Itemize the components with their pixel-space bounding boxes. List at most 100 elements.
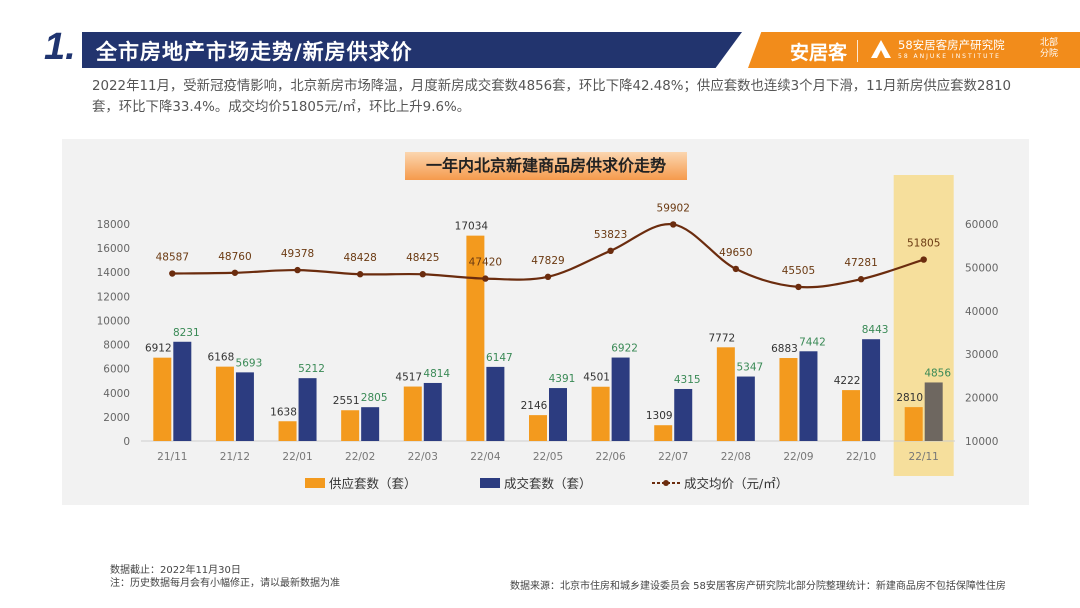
left-tick-label: 2000 xyxy=(103,412,130,424)
footer-notes: 数据截止：2022年11月30日 注：历史数据每月会有小幅修正，请以最新数据为准 xyxy=(110,564,340,590)
legend-price-label: 成交均价（元/㎡） xyxy=(684,476,788,491)
left-tick-label: 18000 xyxy=(97,219,130,231)
supply-value-label: 17034 xyxy=(455,221,489,233)
price-value-label: 47829 xyxy=(531,255,564,267)
x-tick-label: 22/07 xyxy=(658,451,688,463)
price-point-22/02 xyxy=(356,271,364,278)
highlight-band-22/11 xyxy=(893,175,954,476)
price-value-label: 48587 xyxy=(156,252,189,264)
institute-name: 58安居客房产研究院 xyxy=(898,38,1005,52)
supply-value-label: 1638 xyxy=(270,406,297,418)
right-tick-label: 50000 xyxy=(965,262,998,274)
supply-bar-21/12 xyxy=(215,366,234,441)
deals-bar-22/09 xyxy=(799,351,818,441)
chart-title: 一年内北京新建商品房供求价走势 xyxy=(405,152,687,180)
brand-logo: 安居客 xyxy=(790,42,848,64)
left-tick-label: 10000 xyxy=(97,315,130,327)
price-value-label: 47420 xyxy=(469,257,502,269)
deals-value-label: 4315 xyxy=(674,374,701,386)
supply-bar-22/10 xyxy=(842,390,861,441)
legend-supply-swatch xyxy=(305,478,325,488)
left-tick-label: 8000 xyxy=(103,340,130,352)
supply-value-label: 4501 xyxy=(583,372,610,384)
left-tick-label: 4000 xyxy=(103,388,130,400)
x-tick-label: 21/12 xyxy=(220,451,250,463)
supply-bar-22/08 xyxy=(716,347,735,441)
right-tick-label: 20000 xyxy=(965,393,998,405)
deals-bar-22/05 xyxy=(549,388,567,441)
supply-bar-22/02 xyxy=(341,410,360,441)
x-tick-label: 22/01 xyxy=(282,451,312,463)
legend-supply-label: 供应套数（套） xyxy=(329,476,417,491)
deals-bar-22/06 xyxy=(611,357,630,441)
price-value-label: 48428 xyxy=(343,252,376,264)
supply-value-label: 1309 xyxy=(646,410,673,422)
supply-value-label: 2146 xyxy=(521,400,548,412)
x-tick-label: 22/06 xyxy=(595,451,626,463)
deals-value-label: 5693 xyxy=(236,357,263,369)
deals-bar-22/10 xyxy=(862,339,881,441)
price-point-22/06 xyxy=(607,247,614,255)
title-banner xyxy=(82,32,742,68)
supply-value-label: 6912 xyxy=(145,343,172,355)
x-tick-label: 21/11 xyxy=(157,451,187,463)
deals-value-label: 6147 xyxy=(486,352,513,364)
deals-bar-22/01 xyxy=(298,378,317,441)
deals-bar-22/04 xyxy=(486,366,505,441)
supply-bar-22/11 xyxy=(904,407,923,441)
deals-value-label: 2805 xyxy=(361,392,388,404)
deals-value-label: 6922 xyxy=(611,343,638,355)
deals-bar-21/11 xyxy=(173,341,192,441)
price-point-22/03 xyxy=(419,271,426,278)
left-tick-label: 16000 xyxy=(97,243,130,255)
brand-divider xyxy=(857,40,858,62)
supply-value-label: 2810 xyxy=(896,392,923,404)
deals-bar-22/03 xyxy=(423,382,442,441)
price-point-22/07 xyxy=(670,221,677,228)
supply-bar-22/09 xyxy=(779,358,798,441)
price-value-label: 53823 xyxy=(594,229,627,241)
deals-value-label: 7442 xyxy=(799,336,826,348)
price-point-22/10 xyxy=(857,276,865,283)
price-value-label: 47281 xyxy=(844,257,877,269)
left-tick-label: 12000 xyxy=(97,291,130,303)
price-point-21/12 xyxy=(231,269,239,276)
supply-value-label: 2551 xyxy=(333,395,360,407)
institute-logo-icon xyxy=(871,40,891,58)
price-point-22/09 xyxy=(795,283,802,291)
supply-value-label: 4517 xyxy=(395,372,422,384)
supply-bar-22/04 xyxy=(466,235,485,441)
institute-name-en: 58 ANJUKE INSTITUTE xyxy=(898,53,1001,60)
x-tick-label: 22/05 xyxy=(533,451,563,463)
deals-value-label: 4856 xyxy=(924,367,951,379)
supply-value-label: 7772 xyxy=(708,332,735,344)
right-tick-label: 10000 xyxy=(965,436,998,448)
branch-name: 北部分院 xyxy=(1040,38,1059,59)
left-tick-label: 14000 xyxy=(97,267,130,279)
deals-bar-22/11 xyxy=(924,382,943,441)
legend-deals-swatch xyxy=(480,478,500,488)
price-point-22/01 xyxy=(294,266,301,274)
price-point-22/08 xyxy=(732,265,740,273)
supply-value-label: 6883 xyxy=(771,343,798,355)
page-title: 全市房地产市场走势/新房供求价 xyxy=(96,40,413,64)
deals-bar-22/02 xyxy=(361,407,380,441)
x-tick-label: 22/03 xyxy=(408,451,438,463)
legend-deals-label: 成交套数（套） xyxy=(504,476,592,491)
chart-panel xyxy=(62,139,1029,505)
deals-bar-22/08 xyxy=(736,376,755,441)
left-tick-label: 0 xyxy=(123,436,130,448)
deals-bar-22/07 xyxy=(674,388,693,441)
price-point-22/11 xyxy=(920,256,927,263)
deals-value-label: 4391 xyxy=(549,373,576,385)
deals-value-label: 8231 xyxy=(173,327,200,339)
deals-value-label: 5347 xyxy=(736,362,763,374)
summary-text: 2022年11月，受新冠疫情影响，北京新房市场降温，月度新房成交套数4856套，… xyxy=(92,79,1011,115)
supply-value-label: 6168 xyxy=(208,352,235,364)
supply-bar-22/07 xyxy=(654,425,673,441)
supply-bar-21/11 xyxy=(153,357,172,441)
x-tick-label: 22/02 xyxy=(345,451,375,463)
price-point-22/04 xyxy=(482,275,489,282)
deals-value-label: 4814 xyxy=(423,368,450,380)
